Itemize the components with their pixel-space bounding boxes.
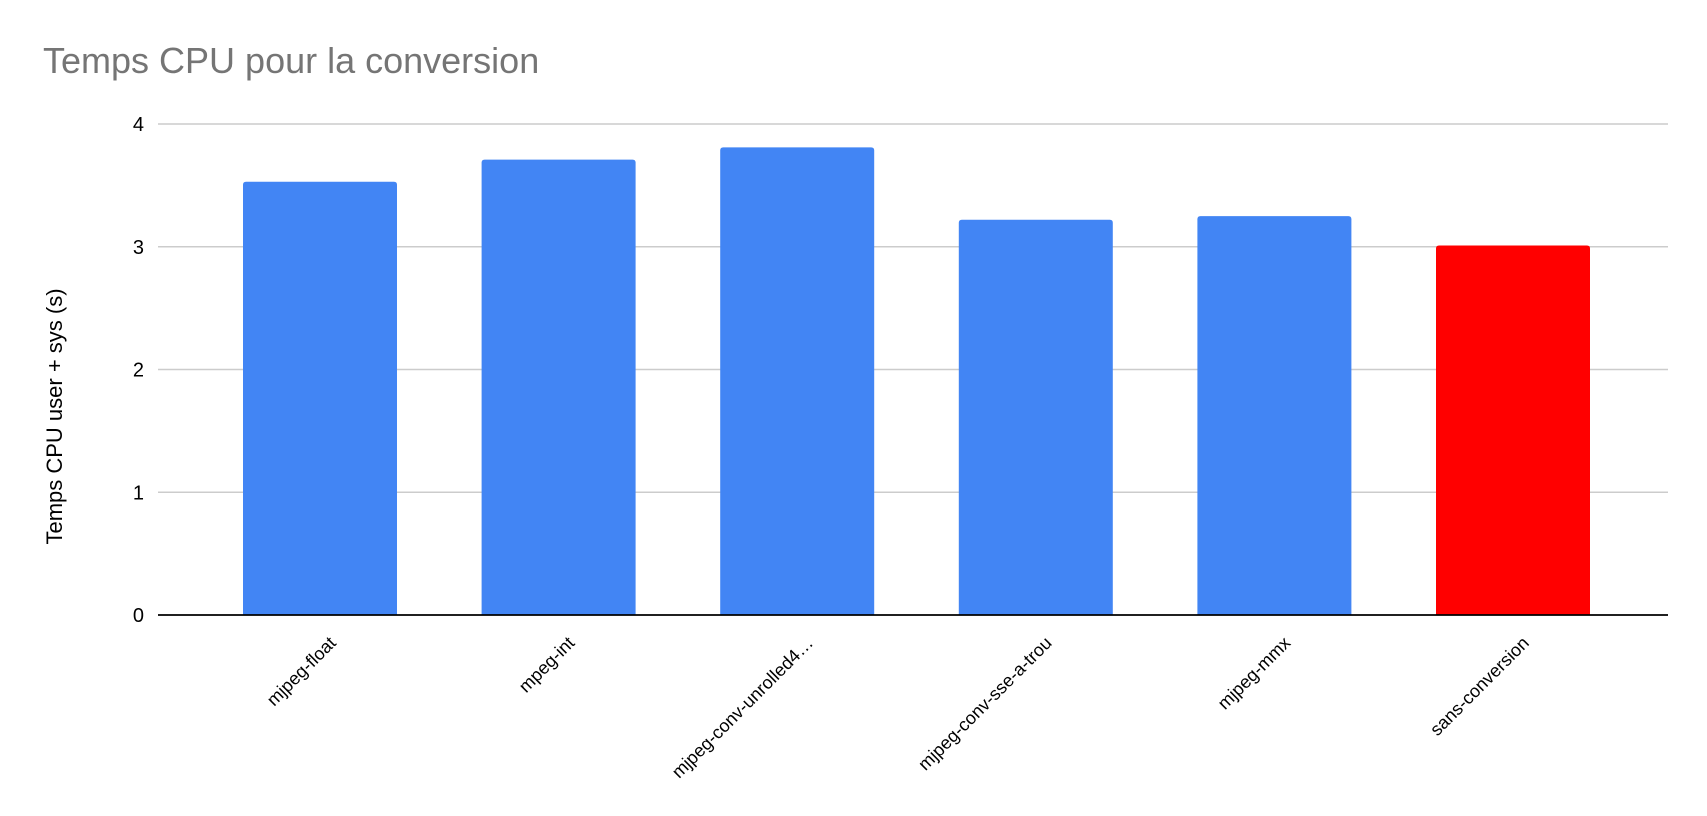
- bar-mjpeg-conv-unrolled4: [720, 147, 875, 615]
- bar-mjpeg-mmx: [1197, 216, 1352, 615]
- x-category-label: sans-conversion: [1426, 633, 1533, 740]
- x-category-label: mjpeg-conv-unrolled4…: [668, 633, 817, 782]
- bar-mjpeg-conv-sse-a-trou: [958, 219, 1113, 615]
- bar-sans-conversion: [1436, 245, 1590, 615]
- bars: [243, 147, 1590, 615]
- y-tick-label: 4: [133, 114, 144, 136]
- x-axis-category-labels: mjpeg-float mpeg-int mjpeg-conv-unrolled4……: [263, 633, 1533, 782]
- y-axis-title: Temps CPU user + sys (s): [42, 288, 67, 544]
- y-axis-ticks: 0 1 2 3 4: [133, 114, 144, 627]
- x-category-label: mjpeg-mmx: [1214, 633, 1295, 714]
- x-category-label: mpeg-int: [515, 633, 579, 697]
- bar-mjpeg-float: [243, 181, 397, 615]
- chart-title: Temps CPU pour la conversion: [43, 40, 539, 81]
- y-tick-label: 1: [133, 482, 144, 504]
- x-category-label: mjpeg-float: [263, 633, 340, 710]
- y-tick-label: 2: [133, 360, 144, 382]
- y-tick-label: 0: [133, 605, 144, 627]
- y-tick-label: 3: [133, 237, 144, 259]
- x-category-label: mjpeg-conv-sse-a-trou: [914, 633, 1055, 774]
- gridlines: [158, 123, 1668, 493]
- bar-mpeg-int: [481, 159, 636, 615]
